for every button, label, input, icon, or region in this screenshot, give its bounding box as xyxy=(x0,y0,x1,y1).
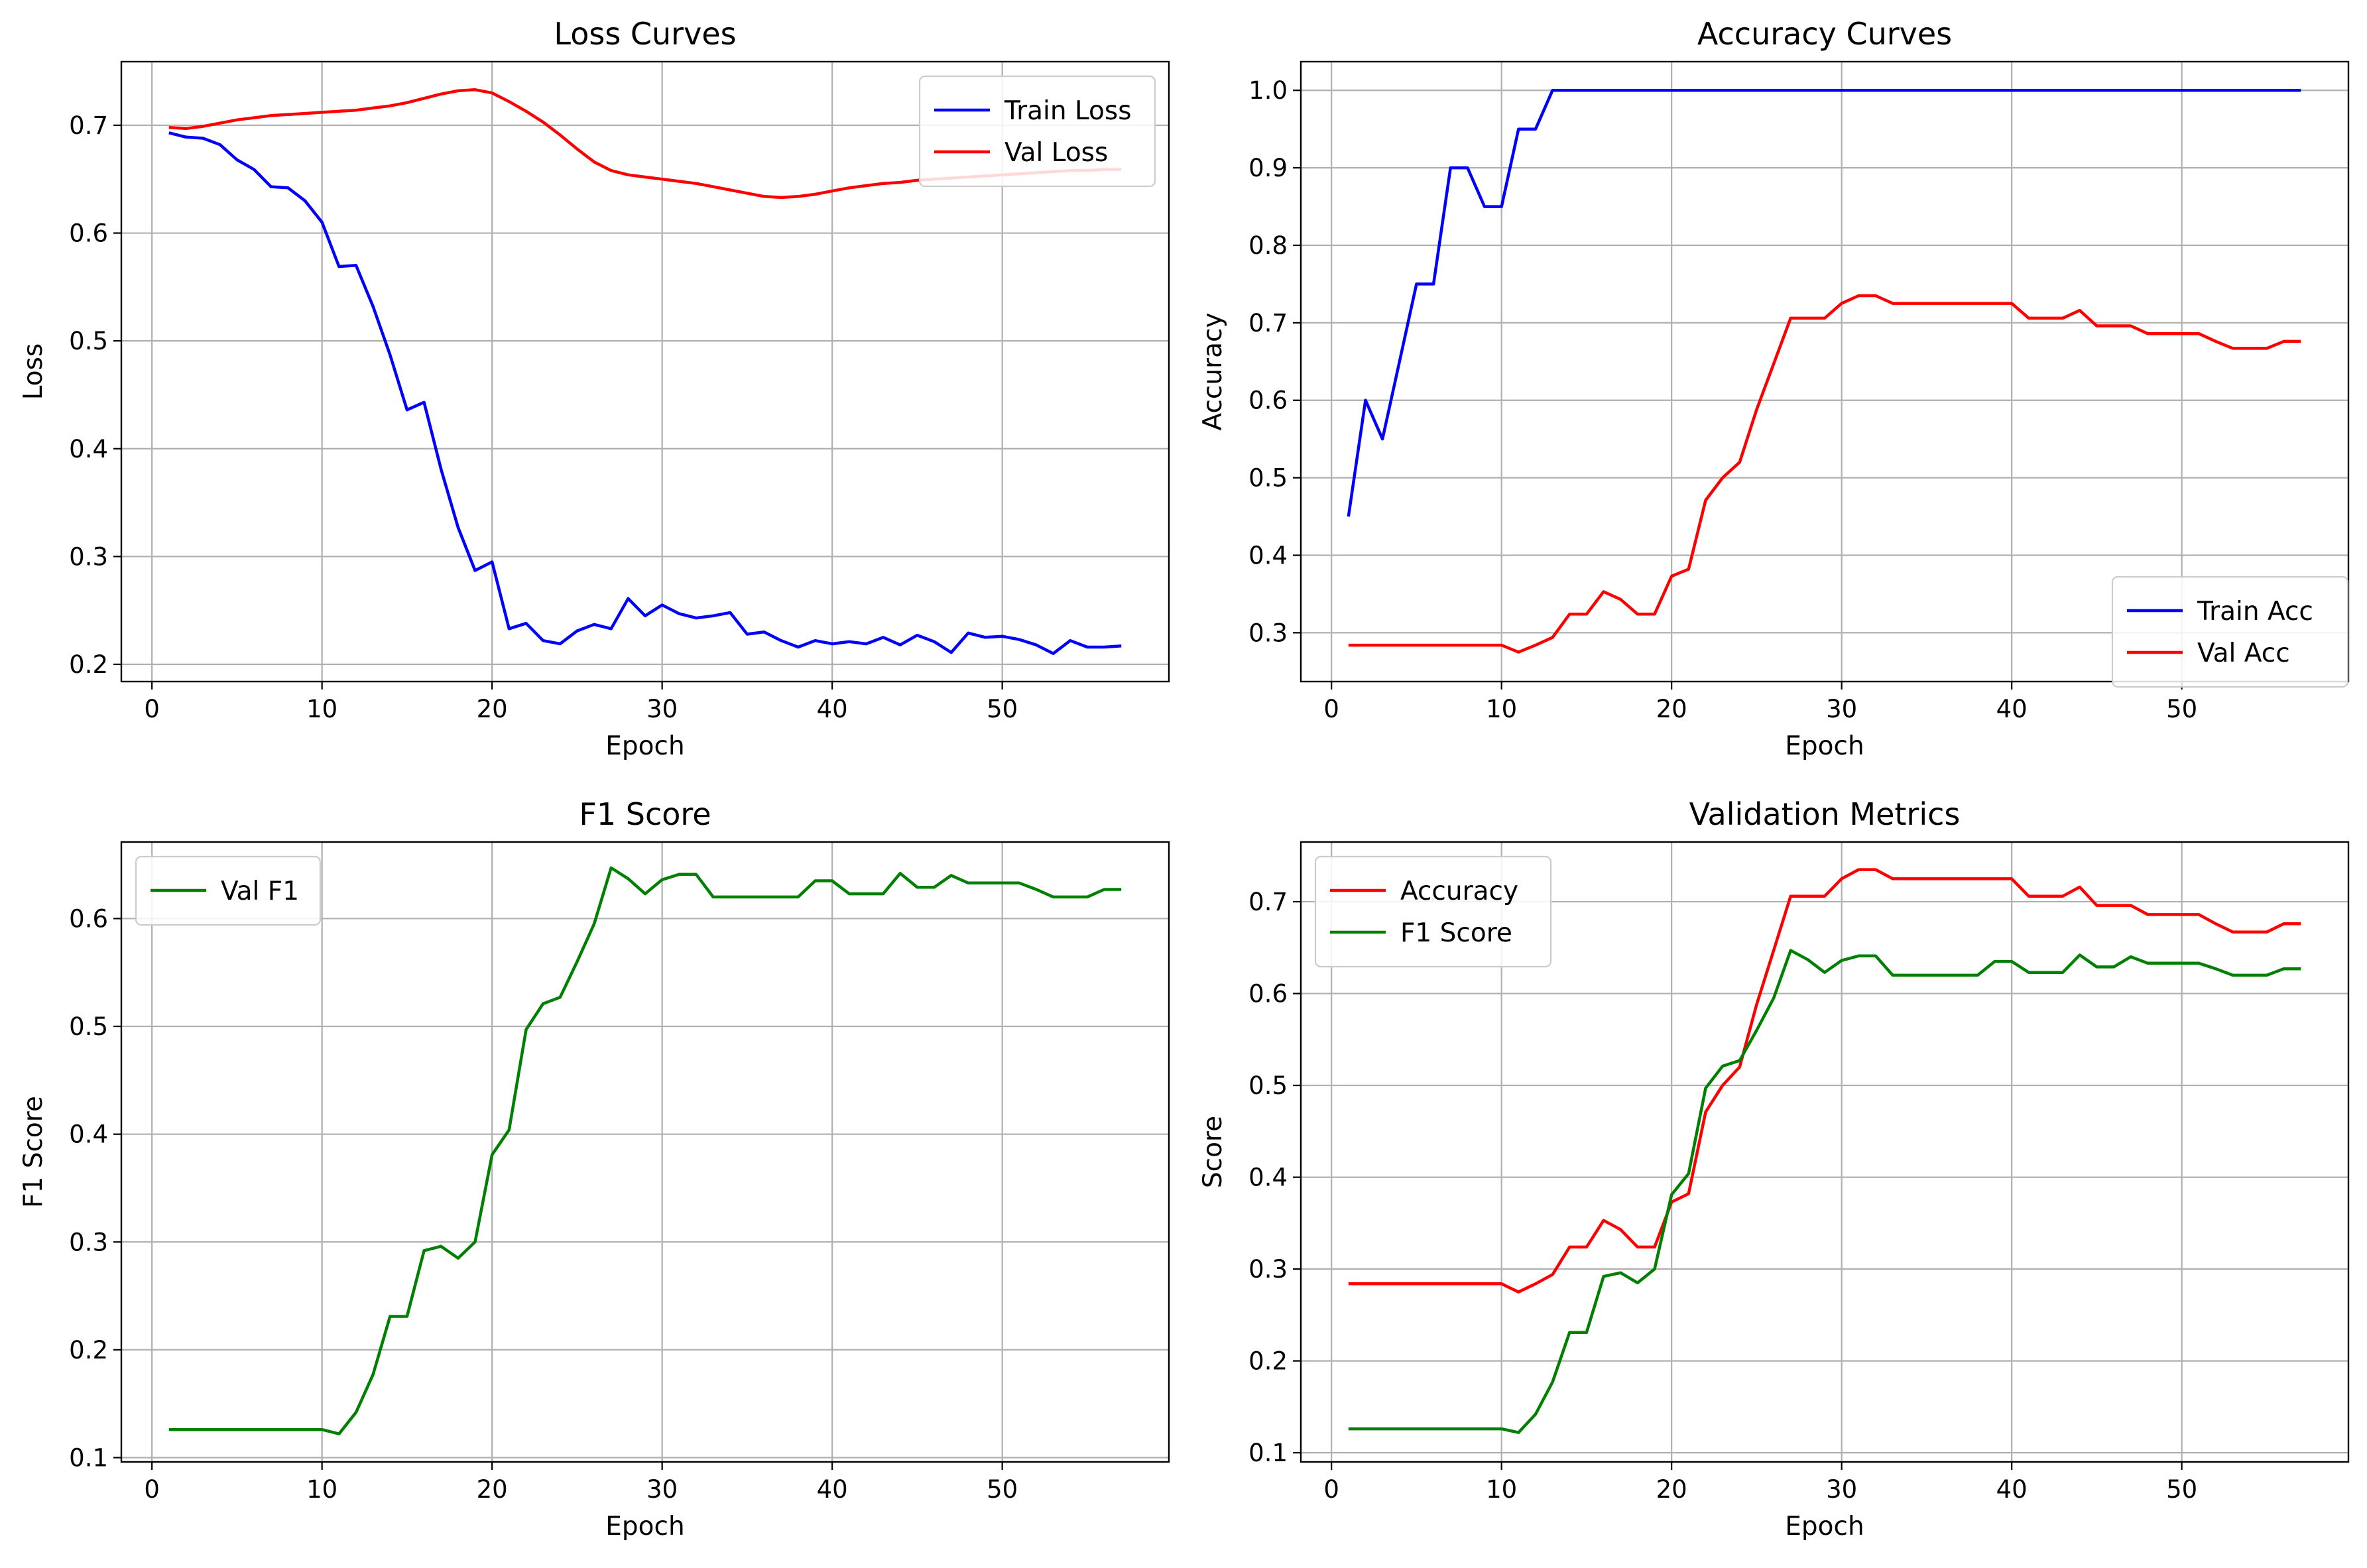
y-axis-label: F1 Score xyxy=(19,1096,48,1208)
y-tick-label: 0.3 xyxy=(1248,1255,1288,1284)
x-tick-label: 0 xyxy=(1323,695,1339,723)
series-line-accuracy xyxy=(1348,868,2301,1294)
x-axis-label: Epoch xyxy=(1785,1512,1864,1541)
y-tick-label: 0.3 xyxy=(69,1228,108,1256)
legend-box xyxy=(1314,855,1552,968)
y-tick-label: 0.6 xyxy=(1248,387,1288,415)
y-tick-label: 0.1 xyxy=(1248,1439,1288,1467)
x-axis-label: Epoch xyxy=(605,1512,684,1541)
x-tick-label: 30 xyxy=(1826,695,1857,723)
chart-title: Loss Curves xyxy=(554,16,736,52)
x-axis-label: Epoch xyxy=(605,731,684,761)
y-tick-label: 0.4 xyxy=(69,435,108,463)
chart-f1-score: 0 10 20 30 40 50 0.1 0.2 0.3 0.4 0.5 0.6 F1 Score Epo… xyxy=(19,796,1170,1541)
legend-box xyxy=(135,855,322,926)
y-tick-label: 0.5 xyxy=(69,1012,108,1041)
x-tick-label: 50 xyxy=(2166,1475,2197,1504)
x-tick-label: 50 xyxy=(987,1475,1018,1504)
legend-label-train-loss: Train Loss xyxy=(1004,96,1132,126)
y-tick-label: 0.3 xyxy=(1248,619,1288,647)
legend: Accuracy F1 Score xyxy=(1314,855,1552,968)
x-axis-label: Epoch xyxy=(1785,731,1864,761)
legend: Val F1 xyxy=(135,855,322,926)
x-tick-label: 0 xyxy=(144,1475,160,1504)
y-tick-label: 0.6 xyxy=(69,904,108,933)
y-axis-label: Accuracy xyxy=(1198,312,1228,430)
y-tick-label: 0.9 xyxy=(1248,154,1288,182)
chart-accuracy-curves: 0 10 20 30 40 50 0.3 0.4 0.5 0.6 0.7 0.8 0.9 1.0 Accur… xyxy=(1198,16,2350,761)
y-tick-label: 0.1 xyxy=(69,1443,108,1472)
chart-title: Validation Metrics xyxy=(1689,796,1961,832)
x-tick-label: 10 xyxy=(306,695,337,723)
legend-label-f1-score: F1 Score xyxy=(1400,918,1512,948)
chart-title: Accuracy Curves xyxy=(1697,16,1952,52)
chart-loss-curves: 0 10 20 30 40 50 0.2 0.3 0.4 0.5 0.6 0.7 Loss Curves… xyxy=(19,16,1170,761)
x-tick-label: 20 xyxy=(477,695,508,723)
y-tick-label: 0.2 xyxy=(1248,1347,1288,1376)
axes-frame xyxy=(120,60,1170,683)
y-tick-label: 0.4 xyxy=(1248,541,1288,570)
y-tick-label: 0.3 xyxy=(69,542,108,571)
y-tick-label: 0.4 xyxy=(69,1120,108,1149)
chart-validation-metrics: 0 10 20 30 40 50 0.1 0.2 0.3 0.4 0.5 0.6 0.7 Validati… xyxy=(1198,796,2350,1541)
chart-title: F1 Score xyxy=(579,796,711,832)
x-tick-label: 40 xyxy=(817,695,848,723)
y-axis-label: Score xyxy=(1198,1116,1228,1188)
legend-box xyxy=(918,75,1156,188)
x-tick-label: 10 xyxy=(1486,695,1517,723)
x-tick-label: 10 xyxy=(1486,1475,1517,1504)
y-tick-label: 0.7 xyxy=(1248,888,1288,916)
series-line-train-acc xyxy=(1347,88,2301,517)
y-tick-label: 0.5 xyxy=(1248,1071,1288,1100)
x-tick-label: 10 xyxy=(306,1475,337,1504)
x-tick-label: 50 xyxy=(987,695,1018,723)
legend-label-val-loss: Val Loss xyxy=(1004,138,1108,168)
y-tick-label: 0.7 xyxy=(1248,309,1288,337)
y-tick-label: 0.6 xyxy=(69,219,108,248)
legend-label-accuracy: Accuracy xyxy=(1400,876,1518,906)
legend-label-val-acc: Val Acc xyxy=(2197,638,2290,668)
legend: Train Loss Val Loss xyxy=(918,75,1156,188)
axes-frame xyxy=(1300,60,2350,683)
axes-frame xyxy=(120,841,1170,1463)
y-tick-label: 0.5 xyxy=(1248,464,1288,493)
series-line-val-f1 xyxy=(168,866,1122,1435)
y-tick-label: 0.5 xyxy=(69,327,108,355)
x-tick-label: 30 xyxy=(1826,1475,1857,1504)
x-tick-label: 20 xyxy=(1656,1475,1687,1504)
y-tick-label: 0.8 xyxy=(1248,231,1288,260)
x-tick-label: 0 xyxy=(144,695,160,723)
x-tick-label: 30 xyxy=(646,695,678,723)
x-tick-label: 40 xyxy=(817,1475,848,1504)
y-tick-label: 0.2 xyxy=(69,650,108,679)
axes-frame xyxy=(1300,841,2350,1463)
series-line-val-acc xyxy=(1348,294,2301,654)
x-tick-label: 0 xyxy=(1323,1475,1339,1504)
y-axis-label: Loss xyxy=(19,343,48,400)
y-tick-label: 0.7 xyxy=(69,111,108,140)
series-line-train-loss xyxy=(168,131,1122,655)
x-tick-label: 30 xyxy=(646,1475,678,1504)
x-tick-label: 50 xyxy=(2166,695,2197,723)
y-tick-label: 0.2 xyxy=(69,1336,108,1364)
series-line-f1-score xyxy=(1348,949,2301,1434)
legend: Train Acc Val Acc xyxy=(2111,575,2349,688)
x-tick-label: 40 xyxy=(1996,695,2028,723)
x-tick-label: 20 xyxy=(1656,695,1687,723)
x-tick-label: 40 xyxy=(1996,1475,2028,1504)
legend-label-train-acc: Train Acc xyxy=(2197,597,2313,627)
y-tick-label: 0.6 xyxy=(1248,980,1288,1008)
y-tick-label: 0.4 xyxy=(1248,1164,1288,1192)
legend-box xyxy=(2111,575,2349,688)
y-tick-label: 1.0 xyxy=(1248,76,1288,105)
x-tick-label: 20 xyxy=(477,1475,508,1504)
legend-label-val-f1: Val F1 xyxy=(221,876,299,906)
